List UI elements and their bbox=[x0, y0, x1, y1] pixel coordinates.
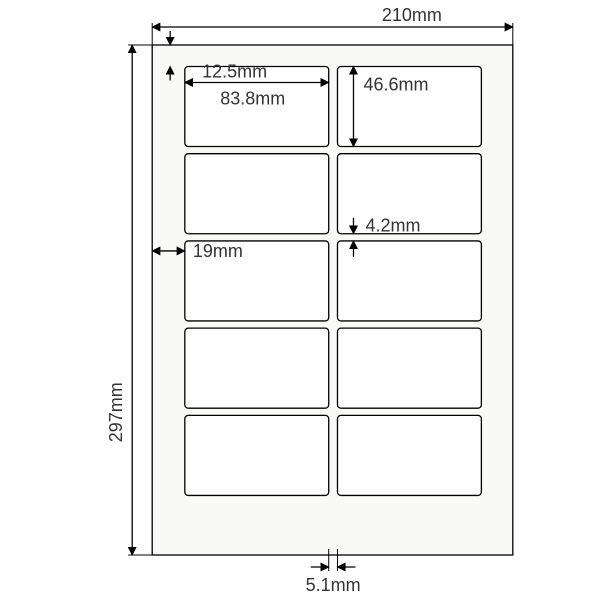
dim-col-gap: 5.1mm bbox=[306, 575, 361, 595]
dim-label-width: 83.8mm bbox=[220, 88, 285, 108]
label-cell bbox=[185, 415, 329, 495]
dim-sheet-height: 297mm bbox=[106, 382, 126, 442]
dim-label-height: 46.6mm bbox=[363, 74, 428, 94]
label-cell bbox=[337, 415, 481, 495]
dim-sheet-width: 210mm bbox=[382, 5, 442, 25]
label-cell bbox=[337, 241, 481, 321]
label-cell bbox=[185, 154, 329, 234]
dim-top-margin: 12.5mm bbox=[202, 62, 267, 82]
dim-row-gap: 4.2mm bbox=[365, 216, 420, 236]
label-sheet-diagram: 210mm 12.5mm 83.8mm 46.6mm 4.2mm 19mm 297mm 5.1… bbox=[0, 0, 600, 600]
label-cell bbox=[185, 328, 329, 408]
dim-left-margin: 19mm bbox=[193, 241, 243, 261]
label-cell bbox=[337, 328, 481, 408]
